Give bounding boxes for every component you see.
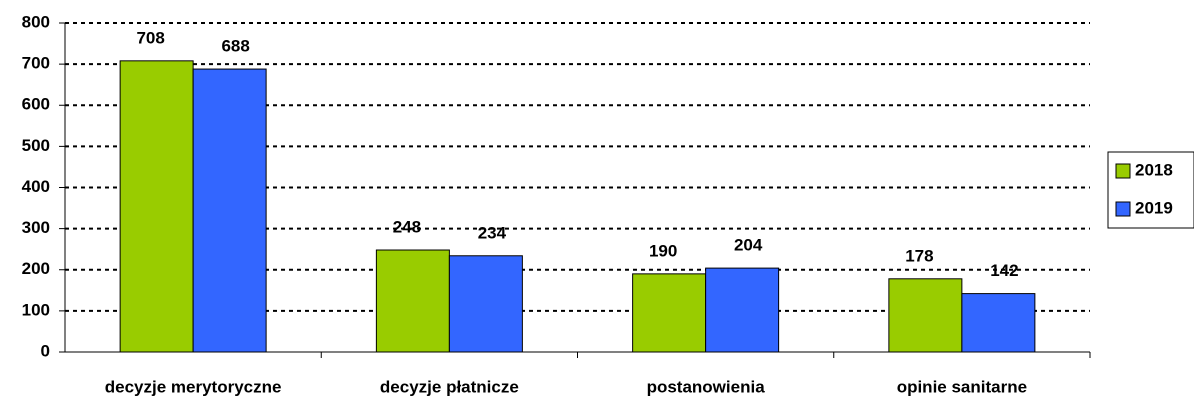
value-label: 234	[478, 223, 507, 242]
y-tick-label: 100	[22, 300, 50, 319]
y-tick-label: 400	[22, 177, 50, 196]
value-label: 688	[221, 37, 249, 56]
x-tick-label: opinie sanitarne	[897, 377, 1027, 396]
legend-swatch	[1115, 201, 1131, 217]
bar	[961, 293, 1036, 353]
bar	[888, 278, 963, 353]
value-label: 178	[905, 246, 933, 265]
value-label: 142	[990, 261, 1018, 280]
y-tick-label: 300	[22, 218, 50, 237]
value-label: 190	[649, 241, 677, 260]
y-tick-label: 200	[22, 259, 50, 278]
x-tick-label: decyzje merytoryczne	[105, 377, 282, 396]
bar	[192, 68, 267, 353]
value-label: 708	[136, 28, 164, 47]
bar	[375, 249, 450, 353]
bar	[119, 60, 194, 353]
y-tick-label: 600	[22, 95, 50, 114]
bar	[705, 267, 780, 353]
value-label: 248	[393, 217, 421, 236]
value-label: 204	[734, 236, 763, 255]
x-tick-label: decyzje płatnicze	[380, 377, 519, 396]
x-tick-label: postanowienia	[647, 377, 766, 396]
y-tick-label: 0	[41, 341, 50, 360]
legend-swatch	[1115, 163, 1131, 179]
legend-label: 2018	[1135, 160, 1173, 179]
legend-label: 2019	[1135, 198, 1173, 217]
y-tick-label: 500	[22, 136, 50, 155]
y-tick-label: 700	[22, 54, 50, 73]
bar	[448, 255, 523, 353]
bar	[632, 273, 707, 353]
y-tick-label: 800	[22, 12, 50, 31]
